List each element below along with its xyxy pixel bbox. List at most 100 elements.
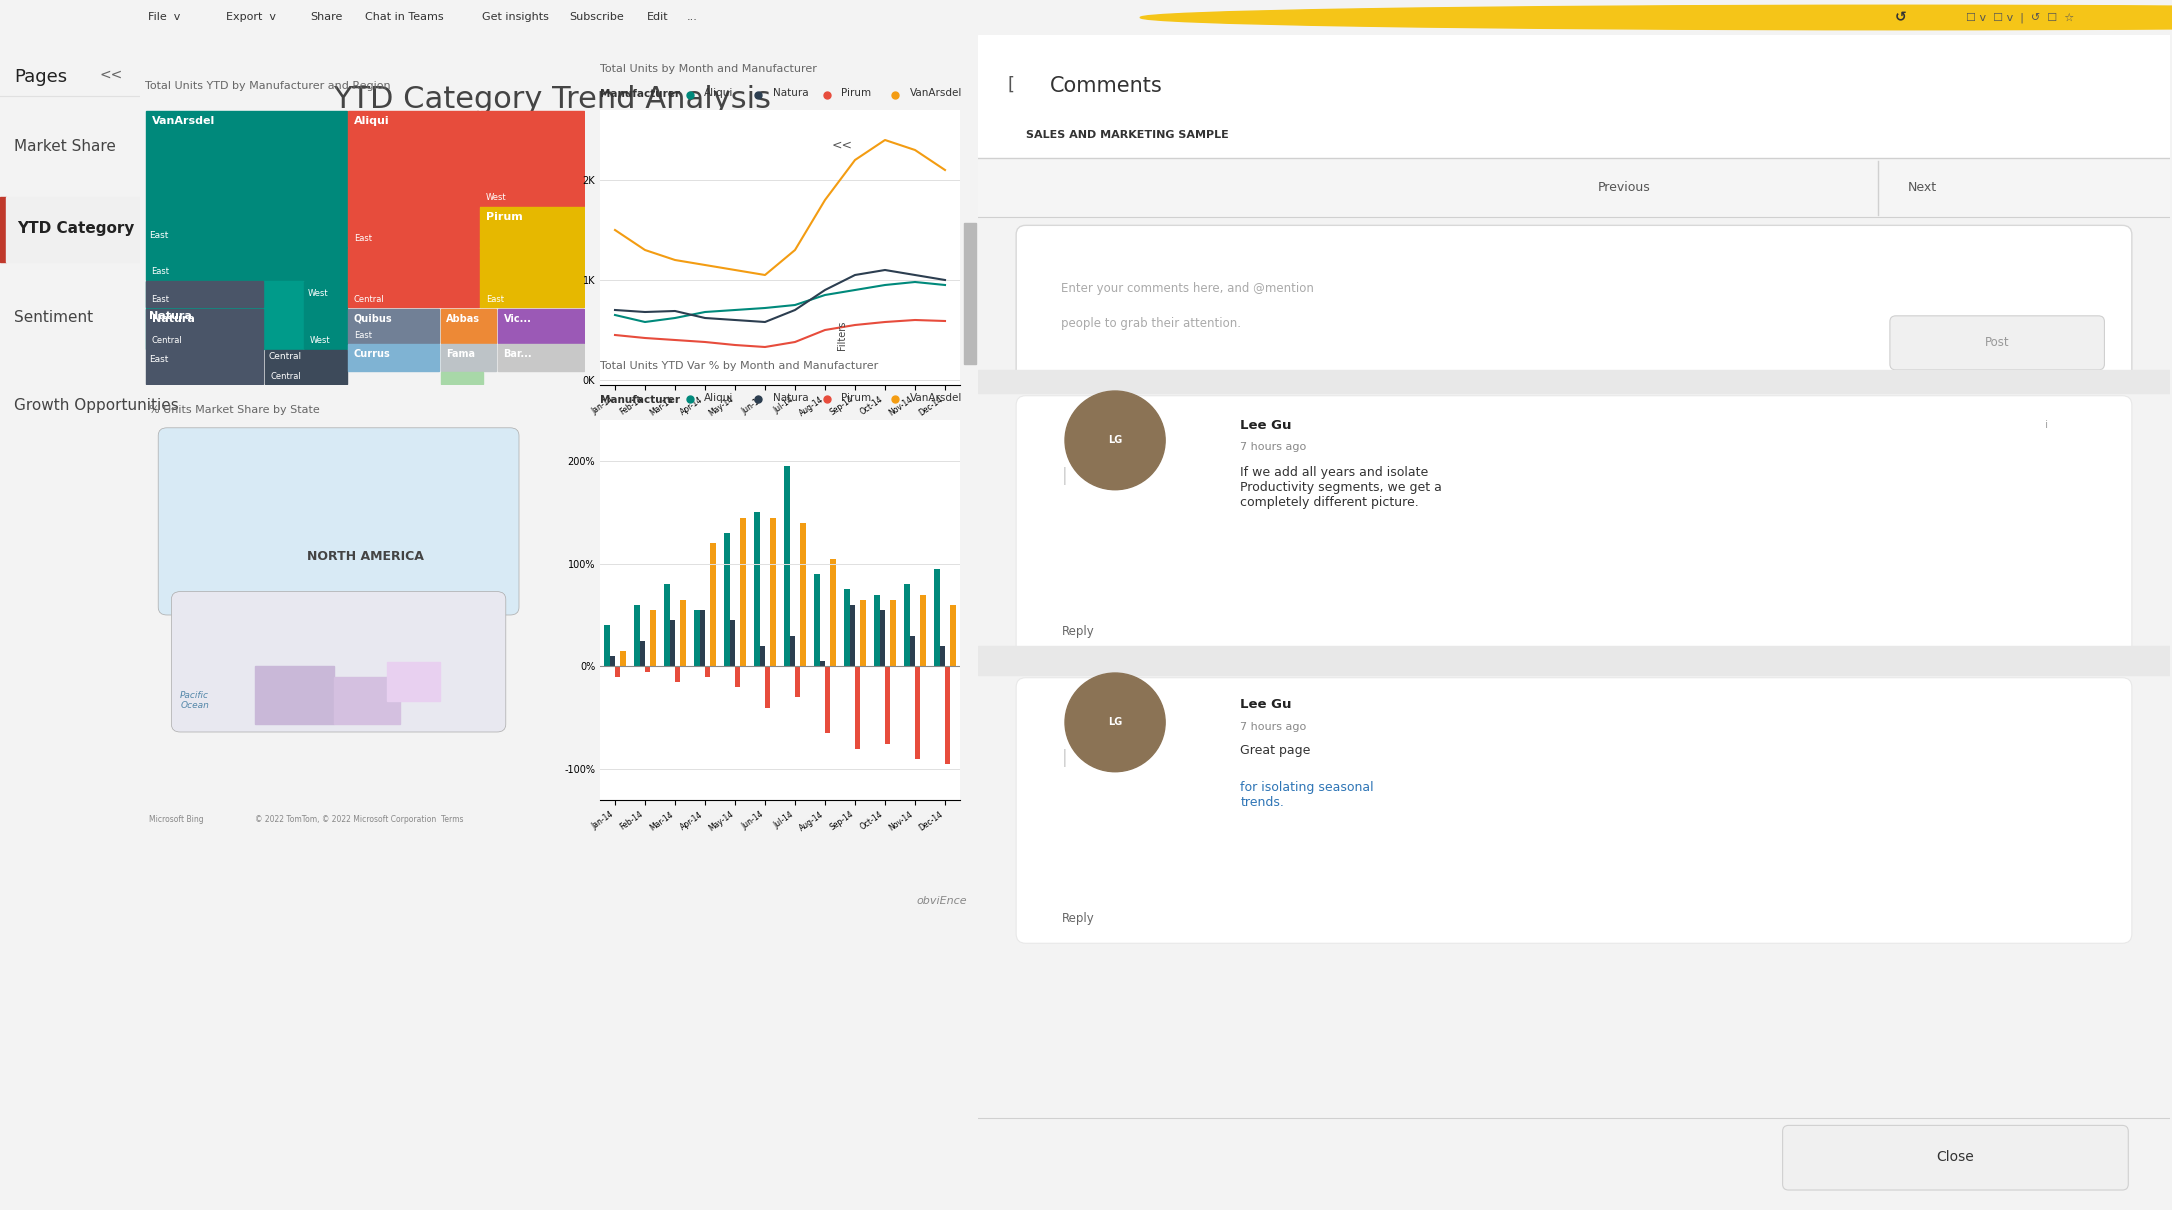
- Text: Total Units YTD by Manufacturer and Region: Total Units YTD by Manufacturer and Regi…: [146, 81, 391, 91]
- Bar: [706, 667, 710, 676]
- Bar: [791, 635, 795, 667]
- Text: © 2022 TomTom, © 2022 Microsoft Corporation  Terms: © 2022 TomTom, © 2022 Microsoft Corporat…: [254, 816, 463, 824]
- Text: VanArsdel: VanArsdel: [910, 87, 962, 98]
- Text: East: East: [152, 267, 169, 276]
- Text: LG: LG: [1108, 718, 1123, 727]
- Text: Vic...: Vic...: [504, 313, 532, 323]
- Text: West: West: [487, 194, 506, 202]
- Text: File  v: File v: [148, 12, 180, 23]
- Bar: [254, 666, 334, 725]
- Text: Subscribe: Subscribe: [569, 12, 623, 23]
- Bar: [801, 523, 806, 667]
- Text: Great page: Great page: [1240, 743, 1314, 756]
- Text: NORTH AMERICA: NORTH AMERICA: [306, 551, 424, 563]
- Bar: [765, 667, 771, 708]
- Bar: [146, 281, 302, 348]
- FancyBboxPatch shape: [1016, 225, 2133, 379]
- Bar: [615, 667, 621, 676]
- Bar: [734, 667, 741, 687]
- Bar: [910, 635, 914, 667]
- Bar: [814, 574, 819, 667]
- Bar: [497, 345, 584, 370]
- Bar: [387, 662, 439, 701]
- Text: Growth Opportunities: Growth Opportunities: [13, 398, 178, 413]
- Text: YTD Category: YTD Category: [17, 221, 135, 236]
- Bar: [951, 605, 956, 667]
- Bar: [945, 667, 951, 764]
- Bar: [784, 466, 791, 667]
- Bar: [760, 646, 765, 667]
- Bar: [665, 584, 669, 667]
- Text: Central: Central: [267, 352, 302, 361]
- Text: Abbas: Abbas: [447, 313, 480, 323]
- Bar: [265, 350, 348, 385]
- Text: Aliqui: Aliqui: [704, 393, 734, 403]
- Bar: [348, 248, 478, 307]
- Bar: [441, 371, 482, 385]
- Bar: [497, 309, 584, 344]
- Text: Enter your comments here, and @mention: Enter your comments here, and @mention: [1062, 282, 1314, 295]
- Bar: [884, 667, 891, 743]
- Text: East: East: [152, 295, 169, 304]
- Text: West: West: [311, 336, 330, 345]
- Bar: [441, 309, 495, 344]
- Bar: [348, 309, 439, 344]
- Text: Natura: Natura: [773, 87, 808, 98]
- Bar: [146, 281, 263, 307]
- Circle shape: [1064, 391, 1164, 490]
- Bar: [621, 651, 626, 667]
- Text: Currus: Currus: [354, 350, 391, 359]
- Bar: [940, 646, 945, 667]
- Text: Reply: Reply: [1062, 626, 1095, 639]
- Text: ☐ v  ☐ v  |  ↺  ☐  ☆: ☐ v ☐ v | ↺ ☐ ☆: [1966, 12, 2074, 23]
- Text: LG: LG: [1108, 436, 1123, 445]
- Text: SALES AND MARKETING SAMPLE: SALES AND MARKETING SAMPLE: [1025, 129, 1229, 140]
- Bar: [873, 594, 880, 667]
- Text: Manufacturer: Manufacturer: [599, 90, 680, 99]
- Bar: [680, 600, 686, 667]
- Bar: [604, 626, 610, 667]
- Text: obviEnce: obviEnce: [917, 897, 967, 906]
- Text: Natura: Natura: [773, 393, 808, 403]
- Text: East: East: [487, 295, 504, 304]
- FancyBboxPatch shape: [1016, 678, 2133, 944]
- Text: Pages: Pages: [13, 68, 67, 86]
- Text: Lee Gu: Lee Gu: [1240, 698, 1292, 711]
- Bar: [977, 646, 2170, 675]
- Bar: [880, 610, 884, 667]
- Bar: [830, 559, 836, 667]
- Bar: [914, 667, 921, 759]
- Text: Bar...: Bar...: [504, 350, 532, 359]
- Text: Manufacturer: Manufacturer: [599, 394, 680, 405]
- Bar: [480, 110, 584, 206]
- Text: If we add all years and isolate
Productivity segments, we get a
completely diffe: If we add all years and isolate Producti…: [1240, 466, 1442, 509]
- Text: |: |: [1062, 467, 1066, 485]
- Text: <<: <<: [832, 138, 851, 151]
- Text: Central: Central: [152, 336, 182, 345]
- Text: East: East: [150, 355, 169, 364]
- Text: Aliqui: Aliqui: [704, 87, 734, 98]
- Text: Sentiment: Sentiment: [13, 310, 93, 324]
- Bar: [348, 110, 478, 247]
- Bar: [849, 605, 856, 667]
- Text: Total Units YTD Var % by Month and Manufacturer: Total Units YTD Var % by Month and Manuf…: [599, 361, 877, 370]
- Text: Total Units by Month and Manufacturer: Total Units by Month and Manufacturer: [599, 64, 817, 74]
- Text: |: |: [1062, 749, 1066, 767]
- Text: for isolating seasonal
trends.: for isolating seasonal trends.: [1240, 782, 1375, 809]
- Bar: [860, 600, 867, 667]
- Bar: [771, 518, 775, 667]
- Bar: [146, 110, 348, 280]
- Text: Chat in Teams: Chat in Teams: [365, 12, 443, 23]
- Circle shape: [1140, 5, 2172, 30]
- Bar: [695, 610, 699, 667]
- Bar: [649, 610, 656, 667]
- FancyBboxPatch shape: [1783, 1125, 2129, 1189]
- Text: ↺: ↺: [1894, 11, 1907, 24]
- Text: Edit: Edit: [647, 12, 669, 23]
- Bar: [645, 667, 649, 672]
- Text: Next: Next: [1907, 182, 1937, 195]
- Text: % Units Market Share by State: % Units Market Share by State: [150, 405, 319, 415]
- Text: East: East: [354, 235, 371, 243]
- Bar: [754, 512, 760, 667]
- Bar: [723, 532, 730, 667]
